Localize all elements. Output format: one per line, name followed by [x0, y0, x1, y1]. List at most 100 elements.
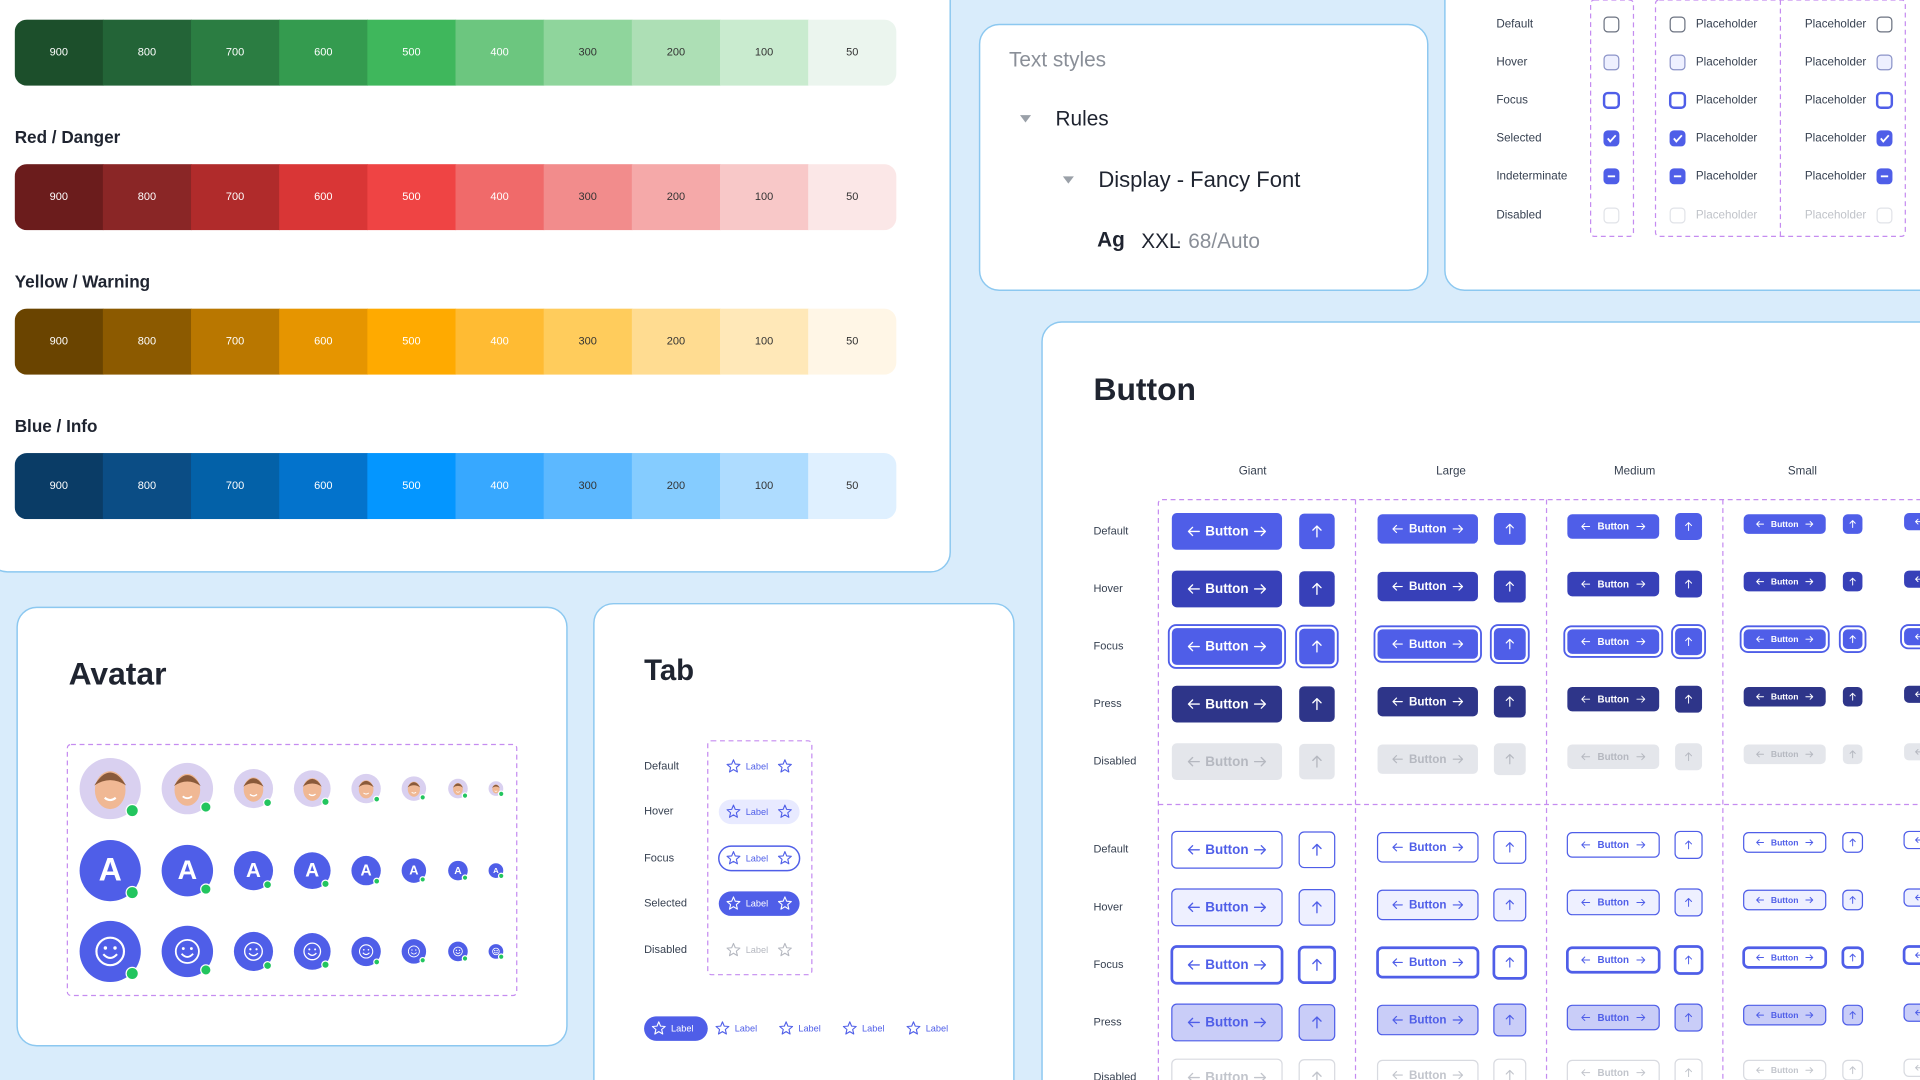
avatar-initial[interactable]: [293, 852, 331, 889]
arrow-icon: [1805, 520, 1814, 528]
avatar-icon[interactable]: [401, 939, 427, 964]
button[interactable]: [1904, 685, 1920, 703]
arrow-icon: [1392, 582, 1403, 591]
button[interactable]: [1566, 1004, 1660, 1031]
checkbox[interactable]: [1603, 16, 1620, 33]
button[interactable]: [1904, 628, 1920, 646]
arrow-icon: [1253, 902, 1267, 913]
tab[interactable]: [718, 891, 800, 916]
button[interactable]: [1376, 1004, 1479, 1036]
arrow-icon: [1581, 753, 1591, 761]
checkbox[interactable]: [1669, 16, 1686, 33]
checkbox[interactable]: [1876, 207, 1893, 224]
button[interactable]: [1903, 1003, 1920, 1022]
button-label: Button: [1598, 637, 1630, 648]
button[interactable]: [1171, 628, 1283, 665]
checkbox[interactable]: [1669, 54, 1686, 71]
checkbox[interactable]: [1669, 130, 1686, 147]
icon-button[interactable]: [1298, 1059, 1336, 1080]
button[interactable]: [1567, 686, 1660, 712]
checkbox[interactable]: [1603, 130, 1620, 147]
button[interactable]: [1566, 832, 1660, 858]
swatch: [455, 164, 545, 231]
button[interactable]: [1904, 743, 1920, 761]
button[interactable]: [1377, 744, 1478, 774]
swatch-label: 200: [667, 47, 685, 59]
button[interactable]: [1377, 514, 1478, 544]
checkbox[interactable]: [1876, 130, 1893, 147]
button[interactable]: [1566, 889, 1660, 916]
button[interactable]: [1377, 571, 1478, 602]
button[interactable]: [1171, 1058, 1283, 1080]
button[interactable]: [1743, 744, 1826, 765]
checkbox[interactable]: [1876, 16, 1893, 33]
avatar-initial[interactable]: [351, 855, 381, 886]
avatar-smile: [411, 791, 417, 794]
checkbox[interactable]: [1875, 91, 1894, 109]
button[interactable]: [1170, 945, 1284, 985]
button[interactable]: [1743, 889, 1827, 911]
avatar-initial[interactable]: [161, 844, 214, 897]
avatar-smile: [182, 795, 193, 800]
button-label: Button: [1598, 694, 1630, 705]
button[interactable]: [1376, 832, 1479, 863]
tab[interactable]: [718, 845, 801, 872]
arrow-icon: [1253, 960, 1267, 970]
button[interactable]: [1743, 1004, 1827, 1026]
checkbox[interactable]: [1603, 207, 1620, 224]
button[interactable]: [1904, 570, 1920, 588]
arrow-icon: [1805, 1067, 1814, 1074]
button[interactable]: [1566, 946, 1661, 974]
swatch: [455, 453, 545, 520]
button[interactable]: [1171, 685, 1283, 723]
button[interactable]: [1743, 571, 1826, 592]
button[interactable]: [1567, 744, 1660, 769]
arrow-icon: [1915, 837, 1920, 843]
button[interactable]: [1742, 946, 1828, 969]
button[interactable]: [1566, 1059, 1660, 1080]
checkbox[interactable]: [1876, 54, 1893, 71]
avatar-icon[interactable]: [233, 931, 274, 972]
button[interactable]: [1171, 830, 1283, 869]
avatar-initial[interactable]: [401, 858, 427, 883]
button[interactable]: [1567, 571, 1660, 597]
button[interactable]: [1377, 629, 1478, 659]
button[interactable]: [1743, 514, 1826, 534]
button[interactable]: [1376, 889, 1479, 921]
button[interactable]: [1743, 1059, 1827, 1080]
button[interactable]: [1903, 888, 1920, 907]
avatar-initial[interactable]: [79, 840, 141, 902]
checkbox[interactable]: [1602, 91, 1621, 109]
button[interactable]: [1903, 1058, 1920, 1077]
button[interactable]: [1743, 832, 1827, 853]
button[interactable]: [1567, 629, 1660, 654]
button[interactable]: [1902, 945, 1920, 966]
checkbox[interactable]: [1668, 91, 1687, 109]
icon-button[interactable]: [1493, 1058, 1527, 1080]
button[interactable]: [1743, 629, 1826, 649]
avatar-icon[interactable]: [293, 933, 331, 970]
arrow-icon: [1187, 699, 1200, 709]
avatar-icon[interactable]: [79, 920, 141, 983]
avatar-icon[interactable]: [161, 925, 214, 978]
tab[interactable]: [718, 799, 800, 825]
button[interactable]: [1903, 830, 1920, 850]
checkbox[interactable]: [1669, 207, 1686, 224]
arrow-icon: [1581, 841, 1591, 849]
button[interactable]: [1171, 1003, 1283, 1042]
button[interactable]: [1171, 743, 1283, 780]
palette-row: 900 800 700 600 500 400 300 200 100 50: [14, 164, 897, 231]
button[interactable]: [1904, 513, 1920, 531]
button[interactable]: [1171, 513, 1283, 550]
button[interactable]: [1376, 946, 1480, 979]
button[interactable]: [1377, 686, 1478, 717]
focus-ring: [1900, 624, 1920, 650]
button[interactable]: [1171, 570, 1283, 608]
button[interactable]: [1743, 686, 1826, 707]
checkbox[interactable]: [1603, 54, 1620, 71]
avatar-initial[interactable]: [233, 851, 274, 891]
button[interactable]: [1171, 888, 1283, 927]
tab[interactable]: [644, 1016, 708, 1041]
avatar-icon[interactable]: [351, 936, 381, 967]
button[interactable]: [1567, 514, 1660, 539]
